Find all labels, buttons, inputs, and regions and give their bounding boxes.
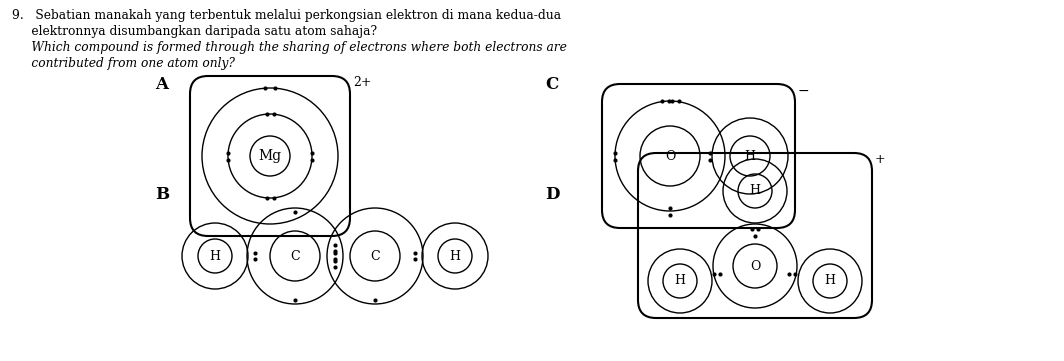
Text: C: C xyxy=(290,249,300,262)
Text: C: C xyxy=(370,249,380,262)
Text: Mg: Mg xyxy=(259,149,282,163)
Text: C: C xyxy=(545,76,559,93)
Text: −: − xyxy=(798,84,810,98)
Text: H: H xyxy=(675,274,685,287)
Text: H: H xyxy=(825,274,835,287)
Text: Which compound is formed through the sharing of electrons where both electrons a: Which compound is formed through the sha… xyxy=(12,41,567,54)
Text: H: H xyxy=(449,249,461,262)
Text: O: O xyxy=(750,260,760,273)
Text: +: + xyxy=(875,153,885,166)
Text: H: H xyxy=(210,249,220,262)
Text: A: A xyxy=(155,76,168,93)
Text: O: O xyxy=(665,149,676,162)
Text: 9.   Sebatian manakah yang terbentuk melalui perkongsian elektron di mana kedua-: 9. Sebatian manakah yang terbentuk melal… xyxy=(12,9,561,22)
Text: elektronnya disumbangkan daripada satu atom sahaja?: elektronnya disumbangkan daripada satu a… xyxy=(12,25,377,38)
Text: H: H xyxy=(749,184,761,197)
Text: B: B xyxy=(155,186,169,203)
Text: 2+: 2+ xyxy=(353,76,371,89)
Text: contributed from one atom only?: contributed from one atom only? xyxy=(12,57,235,70)
Text: D: D xyxy=(545,186,560,203)
Text: H: H xyxy=(745,149,755,162)
